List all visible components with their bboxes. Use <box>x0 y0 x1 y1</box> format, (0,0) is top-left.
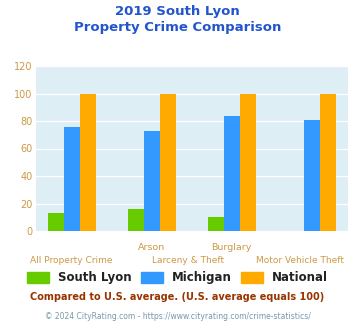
Text: All Property Crime: All Property Crime <box>30 256 113 265</box>
Text: Property Crime Comparison: Property Crime Comparison <box>74 21 281 34</box>
Text: 2019 South Lyon: 2019 South Lyon <box>115 5 240 18</box>
Bar <box>320 93 336 231</box>
Bar <box>224 115 240 231</box>
Bar <box>48 213 64 231</box>
Bar <box>304 120 320 231</box>
Bar <box>80 93 95 231</box>
Bar <box>127 209 144 231</box>
Text: Compared to U.S. average. (U.S. average equals 100): Compared to U.S. average. (U.S. average … <box>31 292 324 302</box>
Bar <box>160 93 176 231</box>
Bar <box>64 126 80 231</box>
Bar <box>240 93 256 231</box>
Text: Burglary: Burglary <box>212 243 252 251</box>
Text: © 2024 CityRating.com - https://www.cityrating.com/crime-statistics/: © 2024 CityRating.com - https://www.city… <box>45 312 310 321</box>
Legend: South Lyon, Michigan, National: South Lyon, Michigan, National <box>27 271 328 284</box>
Bar <box>208 217 224 231</box>
Bar <box>144 131 160 231</box>
Text: Arson: Arson <box>138 243 165 251</box>
Text: Larceny & Theft: Larceny & Theft <box>152 256 224 265</box>
Text: Motor Vehicle Theft: Motor Vehicle Theft <box>256 256 344 265</box>
